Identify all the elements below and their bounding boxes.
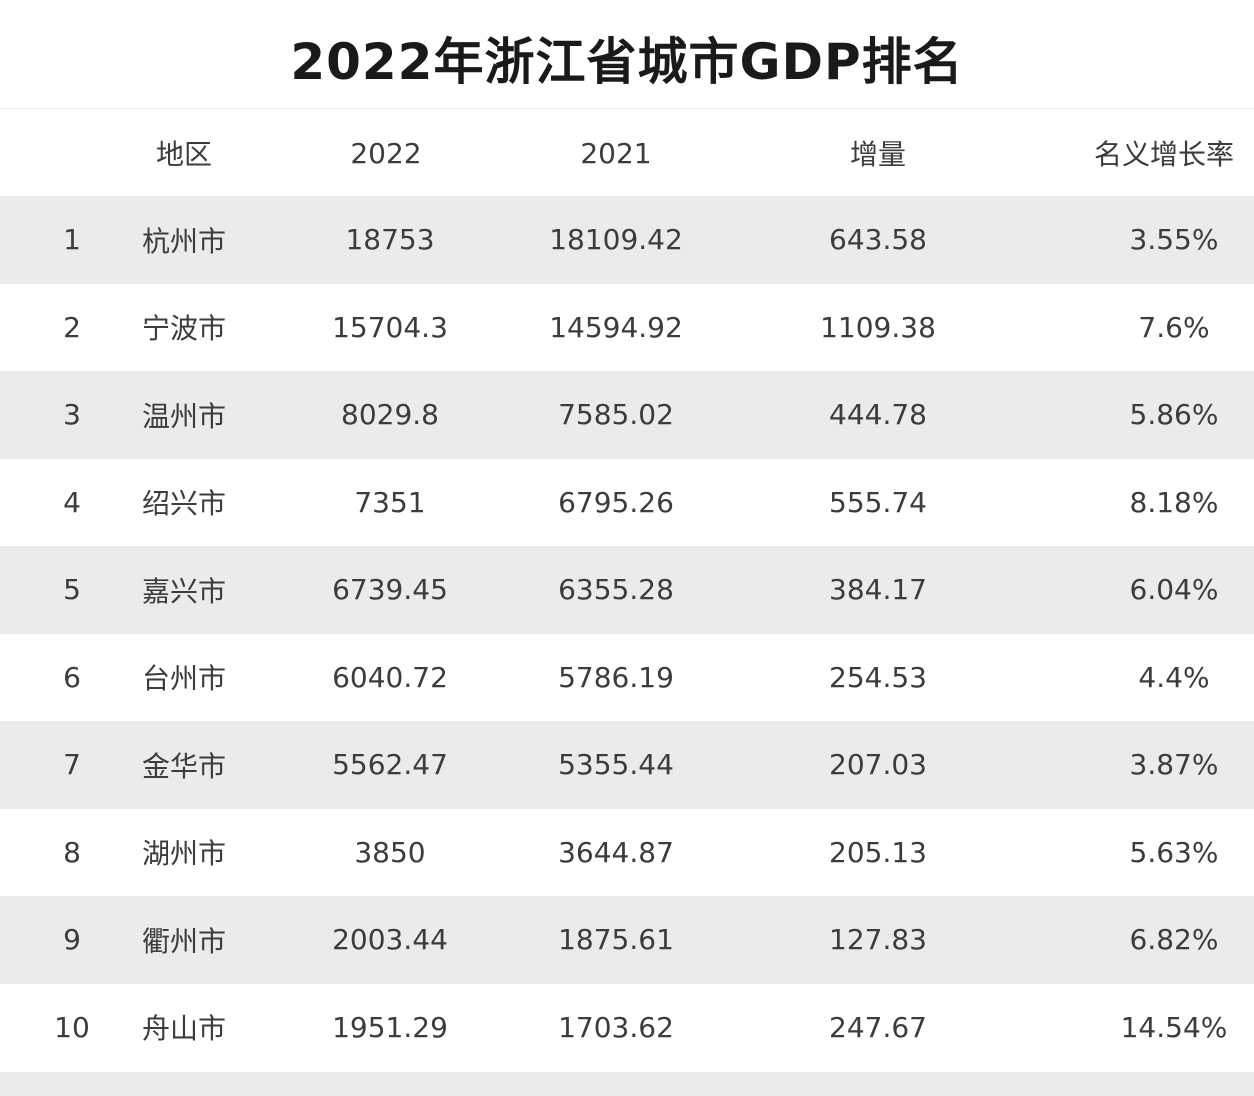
cell-gdp-2021: 1703.62 bbox=[558, 1010, 674, 1044]
footer-strip bbox=[0, 1072, 1254, 1096]
cell-increase: 555.74 bbox=[829, 485, 927, 519]
cell-gdp-2022: 15704.3 bbox=[332, 310, 448, 344]
cell-rank: 5 bbox=[63, 573, 81, 607]
header-growth-rate: 名义增长率 bbox=[1093, 138, 1234, 171]
cell-gdp-2021: 6355.28 bbox=[558, 573, 674, 607]
table-row: 1 杭州市 18753 18109.42 643.58 3.55% bbox=[0, 196, 1254, 284]
cell-gdp-2022: 2003.44 bbox=[332, 923, 448, 957]
cell-city: 金华市 bbox=[141, 749, 226, 783]
cell-city: 嘉兴市 bbox=[141, 574, 226, 608]
cell-city: 杭州市 bbox=[141, 224, 226, 258]
table-row: 6 台州市 6040.72 5786.19 254.53 4.4% bbox=[0, 633, 1254, 721]
header-gdp-2022: 2022 bbox=[350, 136, 422, 170]
cell-growth-rate: 7.6% bbox=[1138, 310, 1210, 344]
cell-growth-rate: 5.63% bbox=[1129, 835, 1219, 869]
cell-city: 湖州市 bbox=[141, 837, 226, 871]
cell-city: 绍兴市 bbox=[141, 487, 226, 521]
header-city: 地区 bbox=[155, 138, 212, 171]
cell-gdp-2022: 5562.47 bbox=[332, 748, 448, 782]
table-body: 1 杭州市 18753 18109.42 643.58 3.55% 2 宁波市 15704.3 1… bbox=[0, 196, 1254, 1071]
cell-city: 衢州市 bbox=[141, 924, 226, 958]
cell-increase: 205.13 bbox=[829, 835, 927, 869]
table-row: 7 金华市 5562.47 5355.44 207.03 3.87% bbox=[0, 721, 1254, 809]
table-row: 2 宁波市 15704.3 14594.92 1109.38 7.6% bbox=[0, 283, 1254, 371]
table-row: 9 衢州市 2003.44 1875.61 127.83 6.82% bbox=[0, 896, 1254, 984]
cell-gdp-2022: 8029.8 bbox=[341, 398, 439, 432]
table-row: 4 绍兴市 7351 6795.26 555.74 8.18% bbox=[0, 458, 1254, 546]
cell-rank: 3 bbox=[63, 398, 81, 432]
cell-city: 温州市 bbox=[141, 399, 226, 433]
table-row: 5 嘉兴市 6739.45 6355.28 384.17 6.04% bbox=[0, 546, 1254, 634]
cell-gdp-2021: 6795.26 bbox=[558, 485, 674, 519]
cell-gdp-2022: 18753 bbox=[345, 223, 435, 257]
cell-gdp-2021: 7585.02 bbox=[558, 398, 674, 432]
table-row: 8 湖州市 3850 3644.87 205.13 5.63% bbox=[0, 808, 1254, 896]
cell-gdp-2022: 6739.45 bbox=[332, 573, 448, 607]
cell-increase: 643.58 bbox=[829, 223, 927, 257]
cell-increase: 1109.38 bbox=[820, 310, 936, 344]
header-gdp-2021: 2021 bbox=[580, 136, 652, 170]
cell-rank: 9 bbox=[63, 923, 81, 957]
cell-growth-rate: 5.86% bbox=[1129, 398, 1219, 432]
cell-gdp-2021: 5355.44 bbox=[558, 748, 674, 782]
cell-rank: 6 bbox=[63, 660, 81, 694]
cell-city: 舟山市 bbox=[141, 1012, 226, 1046]
cell-gdp-2021: 14594.92 bbox=[549, 310, 683, 344]
cell-rank: 7 bbox=[63, 748, 81, 782]
page-title: 2022年浙江省城市GDP排名 bbox=[290, 33, 964, 91]
header-rank bbox=[22, 110, 122, 196]
cell-growth-rate: 3.87% bbox=[1129, 748, 1219, 782]
cell-increase: 444.78 bbox=[829, 398, 927, 432]
cell-growth-rate: 8.18% bbox=[1129, 485, 1219, 519]
title-bar: 2022年浙江省城市GDP排名 bbox=[0, 0, 1254, 109]
cell-growth-rate: 6.04% bbox=[1129, 573, 1219, 607]
cell-increase: 247.67 bbox=[829, 1010, 927, 1044]
cell-increase: 384.17 bbox=[829, 573, 927, 607]
cell-gdp-2022: 1951.29 bbox=[332, 1010, 448, 1044]
cell-gdp-2022: 6040.72 bbox=[332, 660, 448, 694]
cell-rank: 2 bbox=[63, 310, 81, 344]
cell-rank: 10 bbox=[54, 1010, 90, 1044]
cell-rank: 1 bbox=[63, 223, 81, 257]
cell-gdp-2022: 3850 bbox=[354, 835, 426, 869]
cell-increase: 207.03 bbox=[829, 748, 927, 782]
cell-gdp-2021: 5786.19 bbox=[558, 660, 674, 694]
cell-increase: 127.83 bbox=[829, 923, 927, 957]
table-row: 10 舟山市 1951.29 1703.62 247.67 14.54% bbox=[0, 983, 1254, 1071]
cell-rank: 8 bbox=[63, 835, 81, 869]
cell-growth-rate: 14.54% bbox=[1120, 1010, 1228, 1044]
cell-growth-rate: 3.55% bbox=[1129, 223, 1219, 257]
cell-growth-rate: 4.4% bbox=[1138, 660, 1210, 694]
gdp-table: 地区 2022 2021 增量 名义增长率 1 杭州市 18753 18109.42 6… bbox=[0, 110, 1254, 1071]
cell-increase: 254.53 bbox=[829, 660, 927, 694]
cell-rank: 4 bbox=[63, 485, 81, 519]
cell-gdp-2021: 1875.61 bbox=[558, 923, 674, 957]
cell-city: 宁波市 bbox=[141, 312, 226, 346]
header-increase: 增量 bbox=[849, 138, 906, 171]
cell-growth-rate: 6.82% bbox=[1129, 923, 1219, 957]
cell-gdp-2022: 7351 bbox=[354, 485, 426, 519]
table-header-row: 地区 2022 2021 增量 名义增长率 bbox=[0, 110, 1254, 196]
cell-gdp-2021: 18109.42 bbox=[549, 223, 683, 257]
table-row: 3 温州市 8029.8 7585.02 444.78 5.86% bbox=[0, 371, 1254, 459]
cell-gdp-2021: 3644.87 bbox=[558, 835, 674, 869]
cell-city: 台州市 bbox=[141, 662, 226, 696]
